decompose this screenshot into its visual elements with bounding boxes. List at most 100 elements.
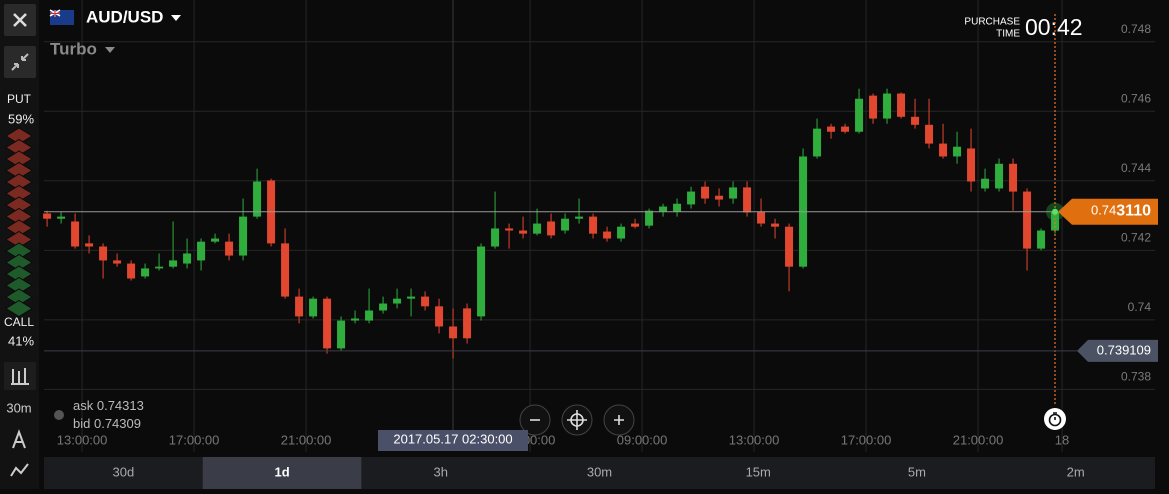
candle-body xyxy=(827,126,836,132)
sentiment-chevron xyxy=(5,230,33,249)
ask-quote: ask 0.74313 xyxy=(73,398,144,413)
mode-selector[interactable]: Turbo xyxy=(50,39,97,58)
x-tick-label: 17:00:00 xyxy=(169,432,220,447)
y-tick-label: 0.748 xyxy=(1121,22,1151,36)
candle-body xyxy=(449,326,458,339)
drawing-button[interactable] xyxy=(10,463,29,477)
candle-body xyxy=(533,223,542,234)
sentiment-chevron xyxy=(5,184,33,203)
timeframe-button[interactable] xyxy=(996,457,1155,489)
sentiment-chevron xyxy=(5,207,33,226)
candle-body xyxy=(323,298,332,349)
candle-body xyxy=(897,93,906,117)
flag-cross-red xyxy=(50,10,60,17)
chart-type-icon xyxy=(11,368,29,385)
timeframe-label[interactable]: 5m xyxy=(908,464,926,479)
timeframe-label[interactable]: 1d xyxy=(274,464,289,479)
x-tick-label: 13:00:00 xyxy=(57,432,108,447)
asset-dropdown-arrow[interactable] xyxy=(171,15,181,21)
asset-selector[interactable]: AUD/USD xyxy=(86,7,163,26)
x-tick-label: 17:00:00 xyxy=(841,432,892,447)
x-tick-label: 13:00:00 xyxy=(729,432,780,447)
candle-body xyxy=(547,221,556,236)
candle-body xyxy=(813,128,822,157)
purchase-label: PURCHASE xyxy=(964,17,1020,28)
timeframe-button[interactable] xyxy=(678,457,838,489)
ask-value: 0.74313 xyxy=(97,398,144,413)
sentiment-chevron xyxy=(5,127,33,145)
timeframe-button[interactable] xyxy=(837,457,997,489)
candle-body xyxy=(883,93,892,119)
help-icon[interactable] xyxy=(54,410,64,420)
timeframe-label[interactable]: 2m xyxy=(1067,464,1085,479)
candle-body xyxy=(183,253,192,264)
collapse-button[interactable] xyxy=(4,46,36,78)
candle-body xyxy=(967,148,976,182)
candle-body xyxy=(953,146,962,157)
expiry-icon-face xyxy=(1048,413,1062,427)
candle-body xyxy=(911,116,920,125)
timeframe-label[interactable]: 30m xyxy=(587,464,612,479)
bid-tag-label: 0.739109 xyxy=(1097,342,1151,357)
interval-button[interactable]: 30m xyxy=(6,400,31,415)
candle-body xyxy=(505,228,514,231)
timeframe-label[interactable]: 30d xyxy=(113,464,135,479)
candle-body xyxy=(211,238,220,242)
candle-body xyxy=(589,216,598,234)
sentiment-bar xyxy=(5,127,33,318)
candle-body xyxy=(659,206,668,212)
candle-body xyxy=(939,143,948,157)
candle-body xyxy=(393,298,402,304)
candle-body xyxy=(995,163,1004,189)
candle-body xyxy=(491,228,500,247)
y-tick-label: 0.744 xyxy=(1121,161,1151,175)
candle-body xyxy=(701,186,710,199)
candle-body xyxy=(617,226,626,239)
candle-body xyxy=(281,243,290,297)
candle-body xyxy=(225,241,234,256)
indicator-button[interactable] xyxy=(12,429,26,449)
bid-label: bid xyxy=(73,416,90,431)
call-percent: 41% xyxy=(8,333,34,348)
candle-body xyxy=(841,126,850,132)
candle-body xyxy=(57,216,66,219)
candle-body xyxy=(295,296,304,317)
chart: 0.738 0.74 0.742 0.744 0.746 0.748 13:00:00 17:… xyxy=(43,0,1155,452)
timeframe-button[interactable] xyxy=(361,457,521,489)
expiry-icon-hand xyxy=(1053,412,1057,420)
candle-body xyxy=(631,223,640,227)
timeframe-button[interactable] xyxy=(520,457,679,489)
timeframe-buttons: 30d 1d 3h 30m 15m 5m 2m xyxy=(44,457,1155,489)
candle-body xyxy=(113,260,122,264)
candle-body xyxy=(337,320,346,349)
sentiment-chevron xyxy=(5,150,33,168)
candle-body xyxy=(743,187,752,213)
y-tick-label: 0.74 xyxy=(1128,300,1152,314)
price-tag-label: 0.743110 xyxy=(1091,203,1151,220)
timeframe-label[interactable]: 3h xyxy=(434,464,448,479)
collapse-icon xyxy=(11,53,29,71)
mode-dropdown-arrow[interactable] xyxy=(105,47,115,53)
timeframe-button[interactable] xyxy=(44,457,203,489)
candle-body xyxy=(85,243,94,247)
candle-body xyxy=(239,216,248,256)
bid-value: 0.74309 xyxy=(94,416,141,431)
candle-body xyxy=(43,213,52,219)
candle-body xyxy=(771,223,780,227)
x-tick-label: 21:00:00 xyxy=(281,432,332,447)
timeframe-button[interactable] xyxy=(202,457,362,489)
overlay: 0.743110 0.739109 xyxy=(44,198,1158,362)
candle-body xyxy=(603,231,612,239)
sentiment-chevron xyxy=(5,299,33,318)
candle-body xyxy=(981,178,990,189)
candle-body xyxy=(757,211,766,224)
call-label: CALL xyxy=(4,315,34,329)
price-tag-head: 0.74 xyxy=(1091,203,1116,218)
candle-body xyxy=(463,308,472,339)
put-label: PUT xyxy=(7,92,32,106)
candle-body xyxy=(141,268,150,277)
timeframe-label[interactable]: 15m xyxy=(746,464,771,479)
y-tick-label: 0.742 xyxy=(1121,231,1151,245)
candle-body xyxy=(1023,191,1032,249)
candle-body xyxy=(645,210,654,226)
